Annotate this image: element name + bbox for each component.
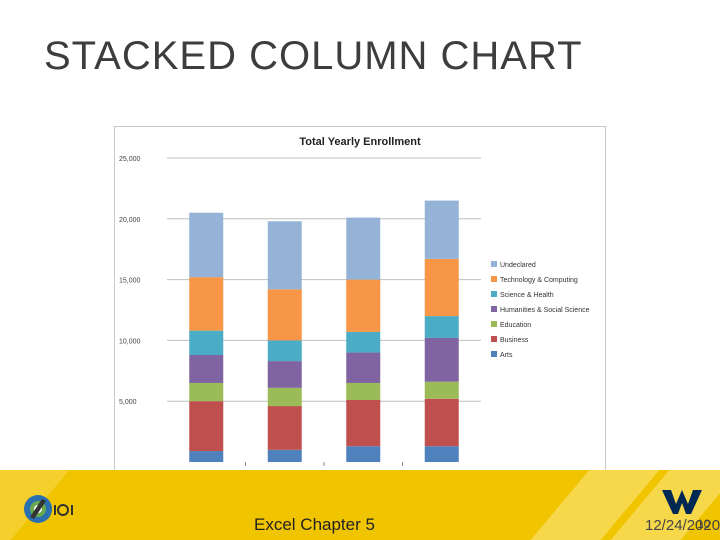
legend-swatch	[491, 261, 497, 267]
legend-label: Education	[500, 322, 531, 329]
legend-swatch	[491, 306, 497, 312]
footer-band	[0, 470, 720, 540]
legend-label: Arts	[500, 352, 513, 359]
bar-segment	[267, 361, 302, 388]
chart-container: Total Yearly Enrollment 25,000 20,000 15,00…	[114, 126, 606, 484]
legend-label: Humanities & Social Science	[500, 307, 590, 314]
stacked-column-chart: Total Yearly Enrollment 25,000 20,000 15,00…	[119, 136, 590, 478]
legend-label: Science & Health	[500, 292, 554, 299]
bar-segment	[424, 446, 459, 462]
bar-segment	[346, 279, 381, 332]
slide-number: 10	[697, 517, 711, 531]
bar-segment	[189, 354, 224, 383]
legend-swatch	[491, 291, 497, 297]
bar-segment	[424, 200, 459, 259]
bar-segment	[267, 387, 302, 407]
bar-segment	[346, 331, 381, 353]
y-tick-label: 15,000	[119, 278, 141, 285]
bar-segment	[424, 258, 459, 317]
bar-segment	[346, 382, 381, 400]
bar-segment	[267, 449, 302, 462]
bar-segment	[189, 382, 224, 402]
wv-logo-icon	[662, 490, 702, 514]
legend-label: Technology & Computing	[500, 277, 578, 284]
bar-segment	[189, 277, 224, 331]
y-tick-label: 25,000	[119, 156, 141, 163]
legend-swatch	[491, 351, 497, 357]
bar-segment	[189, 330, 224, 355]
bar-segment	[189, 401, 224, 452]
bar-segment	[346, 217, 381, 280]
bar-segment	[424, 381, 459, 399]
y-tick-label: 20,000	[119, 217, 141, 224]
chart-title: Total Yearly Enrollment	[299, 136, 421, 148]
bar-segment	[267, 340, 302, 362]
legend-swatch	[491, 336, 497, 342]
y-tick-label: 10,000	[119, 338, 141, 345]
bar-segment	[424, 398, 459, 447]
bar-segment	[267, 406, 302, 450]
bar-segment	[346, 399, 381, 447]
footer-date: 12/24/2020	[645, 517, 720, 534]
bar-segment	[346, 352, 381, 383]
legend-swatch	[491, 276, 497, 282]
bar-segment	[189, 212, 224, 278]
footer-course-label: Excel Chapter 5	[254, 515, 375, 534]
legend-label: Business	[500, 337, 529, 344]
bar-segment	[424, 337, 459, 382]
slide-title: STACKED COLUMN CHART	[44, 34, 583, 78]
y-tick-label: 5,000	[119, 399, 137, 406]
bar-segment	[267, 289, 302, 341]
cs101-logo-icon	[24, 495, 73, 523]
legend-swatch	[491, 321, 497, 327]
bar-segment	[267, 221, 302, 290]
bar-segment	[424, 316, 459, 338]
bar-segment	[189, 451, 224, 462]
bar-segment	[346, 446, 381, 462]
legend-label: Undeclared	[500, 262, 536, 269]
